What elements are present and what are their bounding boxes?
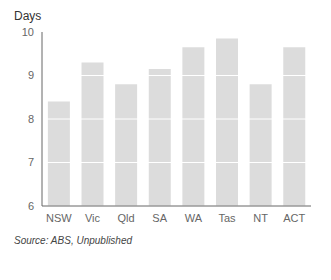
svg-text:Qld: Qld	[118, 212, 135, 224]
svg-text:9: 9	[28, 69, 34, 81]
svg-text:NSW: NSW	[46, 212, 72, 224]
svg-text:Vic: Vic	[85, 212, 101, 224]
svg-text:10: 10	[22, 26, 34, 38]
html-text:Days: Days	[14, 9, 42, 23]
svg-text:SA: SA	[152, 212, 167, 224]
svg-text:NT: NT	[253, 212, 268, 224]
svg-text:7: 7	[28, 156, 34, 168]
html-text:Source: ABS, Unpublished: Source: ABS, Unpublished	[14, 235, 132, 246]
svg-text:6: 6	[28, 200, 34, 212]
svg-text:8: 8	[28, 113, 34, 125]
svg-text:WA: WA	[185, 212, 203, 224]
svg-text:ACT: ACT	[283, 212, 305, 224]
svg-text:Tas: Tas	[218, 212, 236, 224]
